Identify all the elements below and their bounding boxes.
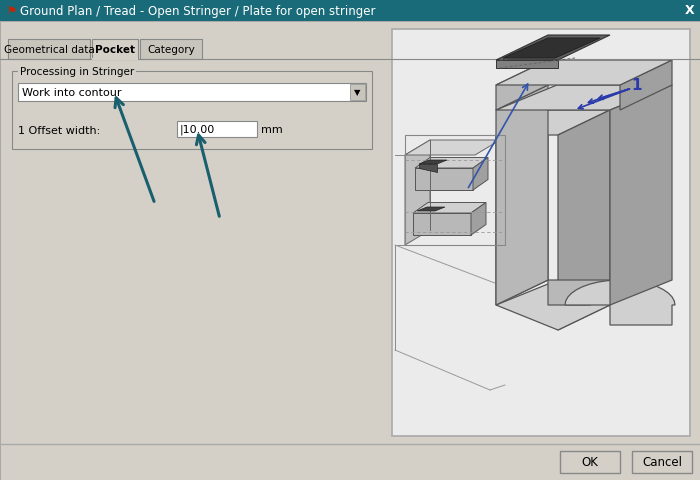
Polygon shape — [496, 61, 558, 69]
FancyBboxPatch shape — [177, 122, 257, 138]
Polygon shape — [413, 214, 471, 236]
Polygon shape — [620, 61, 672, 111]
Polygon shape — [471, 203, 486, 236]
FancyBboxPatch shape — [18, 84, 366, 102]
Polygon shape — [558, 111, 610, 330]
FancyBboxPatch shape — [392, 30, 690, 436]
FancyBboxPatch shape — [140, 40, 202, 60]
FancyBboxPatch shape — [632, 451, 692, 473]
FancyBboxPatch shape — [350, 85, 365, 101]
Polygon shape — [503, 39, 600, 59]
Text: Cancel: Cancel — [642, 456, 682, 468]
Text: 1 Offset width:: 1 Offset width: — [18, 126, 100, 136]
Polygon shape — [473, 158, 488, 191]
FancyBboxPatch shape — [560, 451, 620, 473]
Polygon shape — [405, 141, 430, 245]
Polygon shape — [548, 280, 610, 305]
Text: 1: 1 — [631, 77, 643, 92]
Text: ⚑: ⚑ — [6, 6, 16, 16]
Polygon shape — [415, 168, 473, 191]
Text: X: X — [685, 4, 694, 17]
Polygon shape — [496, 111, 610, 136]
Text: Pocket: Pocket — [95, 45, 135, 55]
FancyBboxPatch shape — [0, 0, 700, 22]
Text: mm: mm — [261, 125, 283, 135]
Text: Category: Category — [147, 45, 195, 55]
FancyBboxPatch shape — [12, 72, 372, 150]
Polygon shape — [496, 36, 610, 61]
Text: Work into contour: Work into contour — [22, 88, 122, 98]
FancyBboxPatch shape — [92, 40, 138, 60]
Polygon shape — [413, 203, 486, 214]
Polygon shape — [419, 165, 437, 173]
Text: OK: OK — [582, 456, 598, 468]
FancyBboxPatch shape — [0, 22, 700, 480]
Text: |10.00: |10.00 — [180, 124, 216, 135]
Polygon shape — [419, 161, 447, 165]
Polygon shape — [496, 280, 610, 330]
Polygon shape — [565, 280, 675, 325]
Polygon shape — [610, 86, 672, 305]
Polygon shape — [496, 86, 672, 111]
Text: Processing in Stringer: Processing in Stringer — [20, 67, 134, 77]
Polygon shape — [496, 86, 548, 305]
Polygon shape — [496, 61, 548, 111]
Polygon shape — [496, 61, 672, 86]
Text: ▼: ▼ — [354, 88, 360, 97]
Polygon shape — [417, 207, 445, 212]
FancyBboxPatch shape — [8, 40, 90, 60]
Polygon shape — [496, 111, 548, 305]
Text: Ground Plan / Tread - Open Stringer / Plate for open stringer: Ground Plan / Tread - Open Stringer / Pl… — [20, 4, 375, 17]
Text: Geometrical data: Geometrical data — [4, 45, 94, 55]
Polygon shape — [415, 158, 488, 168]
Polygon shape — [405, 141, 500, 156]
